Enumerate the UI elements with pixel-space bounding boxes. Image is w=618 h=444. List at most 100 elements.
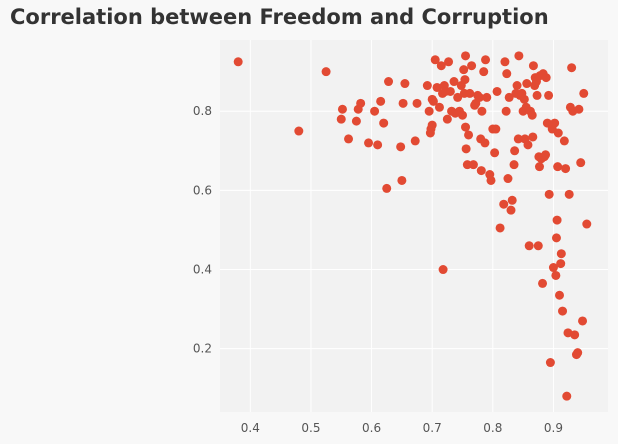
scatter-point <box>480 138 490 148</box>
scatter-point <box>553 162 563 172</box>
scatter-point <box>461 122 471 132</box>
scatter-point <box>495 223 505 233</box>
scatter-point <box>548 263 558 273</box>
scatter-point <box>424 106 434 116</box>
scatter-point <box>501 106 511 116</box>
scatter-point <box>553 128 563 138</box>
scatter-point <box>512 81 522 91</box>
scatter-point <box>461 144 471 154</box>
scatter-point <box>400 79 410 89</box>
scatter-point <box>576 158 586 168</box>
scatter-point <box>468 160 478 170</box>
scatter-point <box>562 391 572 401</box>
scatter-point <box>561 164 571 174</box>
scatter-point <box>528 61 538 71</box>
scatter-point <box>503 174 513 184</box>
scatter-point <box>382 183 392 193</box>
scatter-point <box>449 77 459 87</box>
scatter-point <box>370 106 380 116</box>
scatter-point <box>427 120 437 130</box>
scatter-point <box>528 132 538 142</box>
scatter-point <box>412 98 422 108</box>
scatter-point <box>422 81 432 91</box>
scatter-point <box>479 67 489 77</box>
scatter-point <box>523 140 533 150</box>
scatter-point <box>552 215 562 225</box>
scatter-point <box>574 104 584 114</box>
scatter-point <box>502 69 512 79</box>
y-tick-label: 0.8 <box>193 104 212 118</box>
scatter-point <box>519 94 529 104</box>
scatter-point <box>541 73 551 83</box>
scatter-point <box>490 148 500 158</box>
scatter-point <box>434 102 444 112</box>
y-tick-label: 0.4 <box>193 263 212 277</box>
scatter-point <box>573 348 583 358</box>
scatter-point <box>532 90 542 100</box>
scatter-point <box>534 162 544 172</box>
scatter-point <box>556 249 566 259</box>
scatter-point <box>513 134 523 144</box>
scatter-point <box>556 259 566 269</box>
scatter-point <box>467 61 477 71</box>
scatter-point <box>373 140 383 150</box>
scatter-point <box>579 88 589 98</box>
x-tick-label: 0.8 <box>483 421 502 435</box>
scatter-point <box>460 75 470 85</box>
scatter-point <box>376 96 386 106</box>
scatter-point <box>444 57 454 67</box>
scatter-point <box>514 51 524 61</box>
scatter-point <box>538 278 548 288</box>
scatter-point <box>545 358 555 368</box>
scatter-point <box>476 166 486 176</box>
scatter-point <box>492 86 502 96</box>
scatter-point <box>507 195 517 205</box>
scatter-point <box>551 233 561 243</box>
scatter-point <box>481 55 491 65</box>
scatter-point <box>464 130 474 140</box>
scatter-point <box>558 306 568 316</box>
scatter-point <box>509 160 519 170</box>
scatter-point <box>559 136 569 146</box>
scatter-point <box>410 136 420 146</box>
scatter-point <box>504 92 514 102</box>
scatter-point <box>356 98 366 108</box>
x-tick-label: 0.9 <box>544 421 563 435</box>
scatter-point <box>294 126 304 136</box>
scatter-point <box>544 90 554 100</box>
scatter-point <box>336 114 346 124</box>
scatter-point <box>524 241 534 251</box>
scatter-point <box>570 330 580 340</box>
scatter-point <box>379 118 389 128</box>
scatter-point <box>564 189 574 199</box>
x-tick-label: 0.5 <box>301 421 320 435</box>
scatter-point <box>438 265 448 275</box>
scatter-point <box>233 57 243 67</box>
scatter-point <box>344 134 354 144</box>
scatter-point <box>551 270 561 280</box>
scatter-point <box>550 118 560 128</box>
scatter-point <box>396 142 406 152</box>
chart-title: Correlation between Freedom and Corrupti… <box>10 5 549 29</box>
y-tick-label: 0.2 <box>193 342 212 356</box>
scatter-point <box>397 175 407 185</box>
scatter-point <box>337 104 347 114</box>
scatter-point <box>482 92 492 102</box>
scatter-point <box>533 241 543 251</box>
scatter-point <box>578 316 588 326</box>
scatter-point <box>465 88 475 98</box>
scatter-point <box>364 138 374 148</box>
scatter-point <box>486 175 496 185</box>
scatter-point <box>510 146 520 156</box>
scatter-point <box>384 77 394 87</box>
scatter-point <box>567 63 577 73</box>
y-tick-label: 0.6 <box>193 183 212 197</box>
scatter-point <box>459 65 469 75</box>
scatter-point <box>506 205 516 215</box>
x-tick-label: 0.6 <box>362 421 381 435</box>
scatter-point <box>474 92 484 102</box>
scatter-point <box>436 61 446 71</box>
data-points <box>233 51 592 401</box>
scatter-point <box>453 92 463 102</box>
